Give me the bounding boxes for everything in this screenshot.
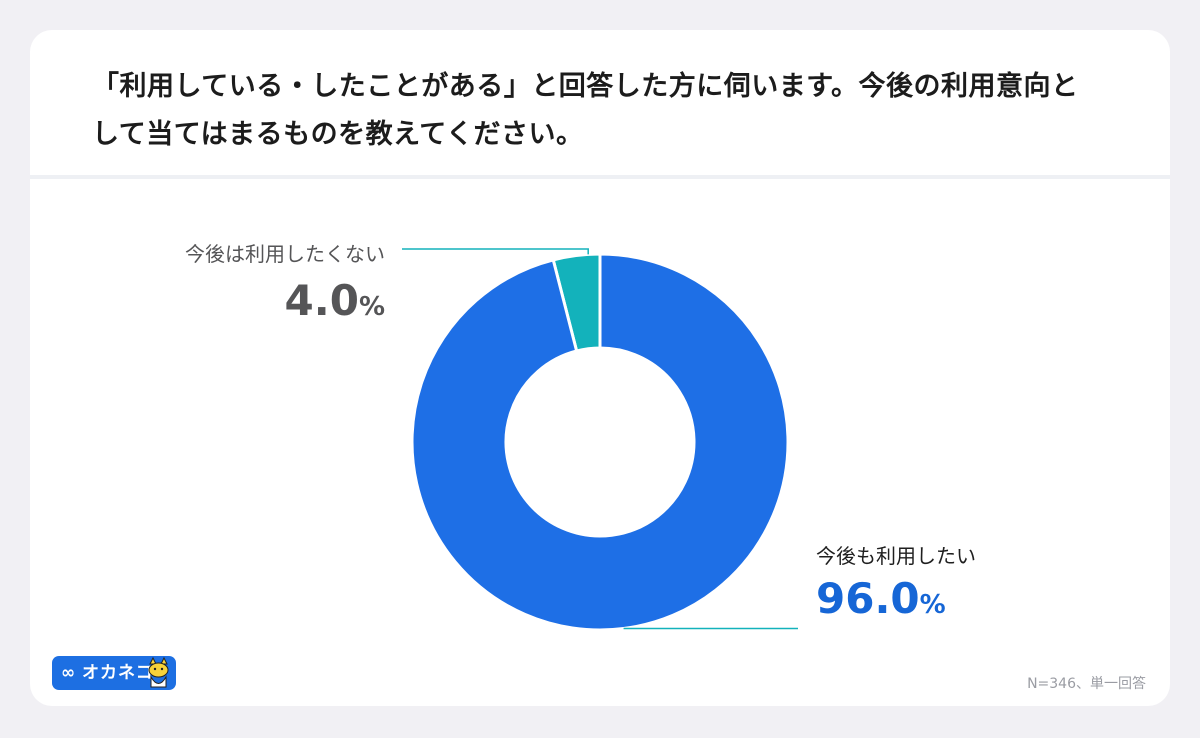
cat-mascot-icon <box>148 656 169 688</box>
slice-value-not-continue: 4.0% <box>284 276 385 325</box>
leader-line-not-continue <box>402 248 589 255</box>
infinity-icon: ∞ <box>61 663 76 683</box>
okaneko-logo: ∞ オカネコ <box>52 656 176 690</box>
chart-title: 「利用している・したことがある」と回答した方に伺います。今後の利用意向として当て… <box>92 71 1079 150</box>
slice-label-not-continue: 今後は利用したくない <box>185 242 385 266</box>
chart-header: 「利用している・したことがある」と回答した方に伺います。今後の利用意向として当て… <box>30 30 1170 179</box>
logo-text: オカネコ <box>82 663 154 683</box>
donut-chart <box>402 248 798 632</box>
slice-label-continue: 今後も利用したい <box>816 544 976 568</box>
chart-card: 「利用している・したことがある」と回答した方に伺います。今後の利用意向として当て… <box>30 30 1170 706</box>
slice-value-continue: 96.0% <box>816 574 946 623</box>
sample-note: N=346、単一回答 <box>1027 676 1146 692</box>
slice-continue <box>410 252 790 632</box>
